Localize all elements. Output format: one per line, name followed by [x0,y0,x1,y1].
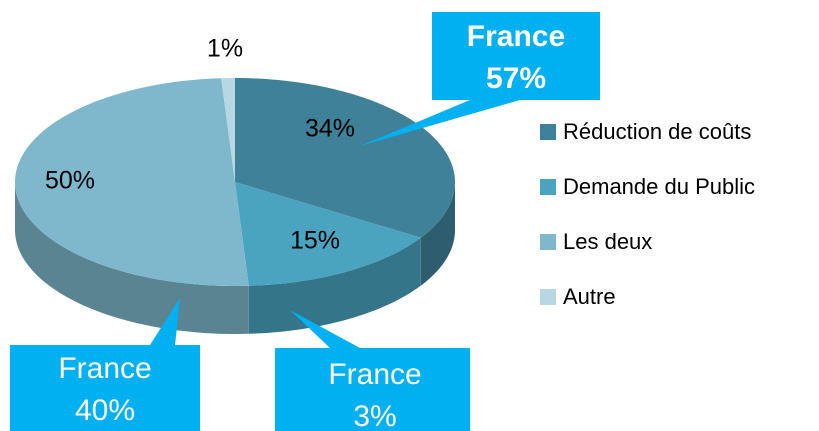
legend-label: Les deux [563,229,652,254]
value-label: 15% [290,227,340,255]
callout-box [275,310,470,431]
slice-side [420,182,455,286]
callout-text: 40% [75,394,135,427]
callout-text: France [328,358,421,391]
legend-label: Réduction de coûts [563,119,751,144]
slice [15,78,249,286]
callout-text: 57% [486,62,546,95]
slice [221,78,235,182]
value-label: 34% [305,115,355,143]
legend-label: Autre [563,284,616,309]
callouts: France 57% France 40% France 3% [10,12,600,431]
legend-swatch [540,179,556,195]
value-label: 50% [45,167,95,195]
callout-text: France [58,352,151,385]
legend-swatch [540,124,556,140]
slice-side [248,237,421,334]
legend-swatch [540,289,556,305]
slice-side [15,182,249,334]
callout-box [360,12,600,146]
slice [235,78,455,238]
callout-box [10,298,200,431]
pie: 34% 15% 50% 1% Réduction de coûts Demande du … [15,35,755,334]
legend-swatch [540,234,556,250]
callout-text: 3% [353,400,396,431]
legend-label: Demande du Public [563,174,755,199]
value-label: 1% [207,35,243,63]
callout-text: France [467,20,565,53]
slice [235,182,421,286]
